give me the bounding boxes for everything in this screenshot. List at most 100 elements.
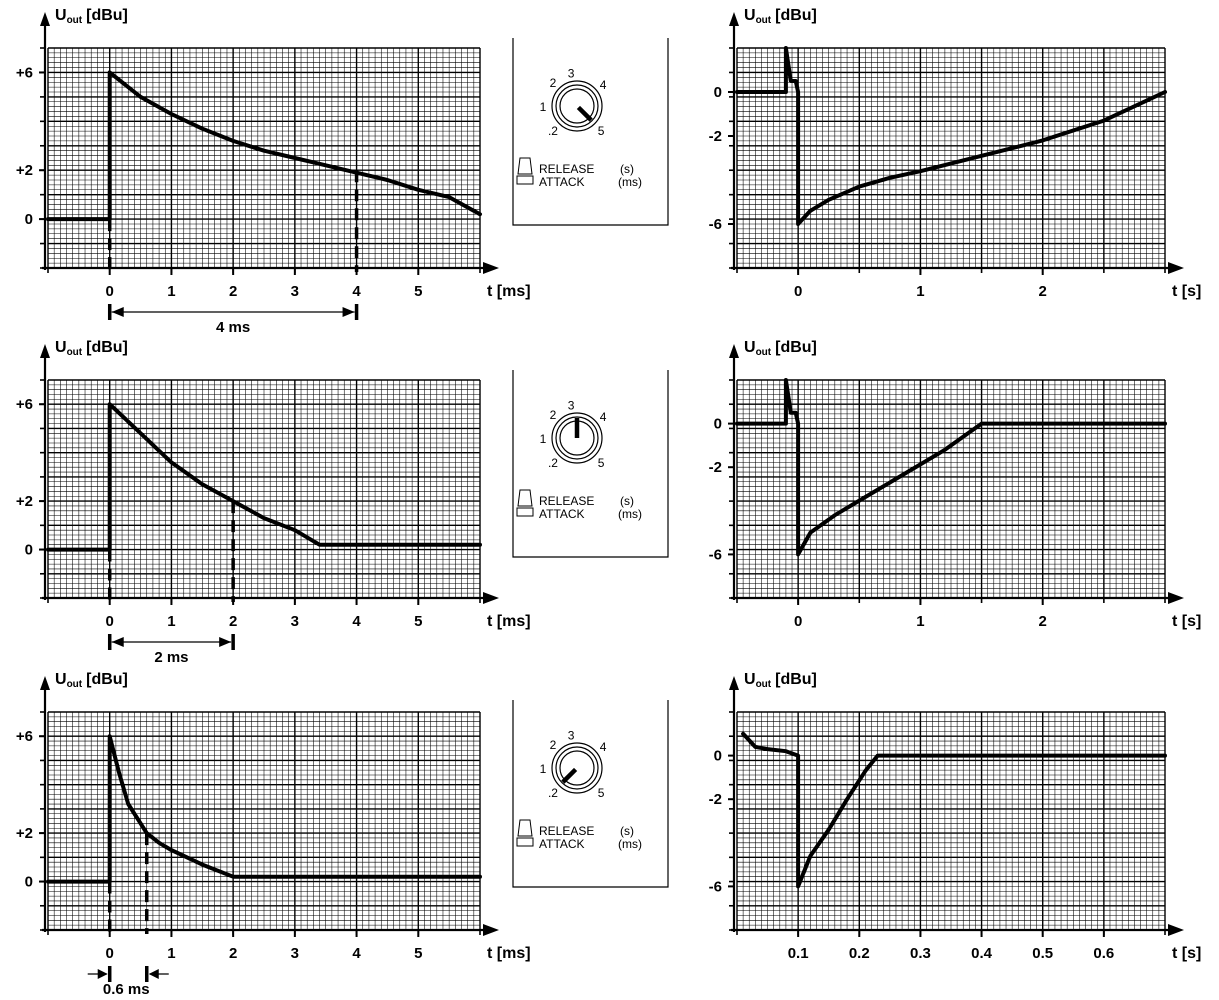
dim-arrow-left (97, 969, 108, 979)
dim-arrow-right (342, 307, 355, 317)
y-axis-label-sub: out (67, 679, 83, 690)
y-tick-label: 0 (714, 748, 722, 765)
attack-label: ATTACK (539, 175, 585, 189)
x-tick-label: 1 (916, 283, 924, 300)
y-axis-label-u: U (55, 671, 67, 688)
x-tick-label: 1 (916, 613, 924, 630)
y-axis-label-unit: [dBu] (775, 7, 817, 24)
y-tick-label: 0 (25, 542, 33, 559)
x-tick-label: 0 (794, 613, 802, 630)
series-line (46, 734, 482, 884)
x-tick-label: 5 (414, 613, 422, 630)
knob-outer-ring (551, 80, 603, 132)
x-tick-label: 0.6 (1093, 945, 1114, 962)
chart-left-bottom: Uout [dBu] t [ms] 0 1 2 3 4 5 +6 +2 0 0.6 ms (16, 671, 531, 998)
y-axis-arrow (729, 676, 739, 690)
grid-major (47, 47, 481, 269)
knob-scale-label: 4 (600, 740, 607, 754)
x-axis-unit-label: t [ms] (487, 613, 531, 630)
knob-inner-ring (559, 750, 595, 786)
y-axis-label-u: U (744, 671, 756, 688)
attack-unit: (ms) (618, 507, 642, 521)
series-line (735, 46, 1167, 226)
x-tick-label: 0 (106, 613, 114, 630)
y-tick-label: -6 (709, 878, 722, 895)
y-axis-arrow (40, 344, 50, 358)
y-tick-label: 0 (25, 874, 33, 891)
x-tick-label: 0 (106, 283, 114, 300)
y-tick-label: -6 (709, 546, 722, 563)
y-axis-label-unit: [dBu] (86, 671, 128, 688)
x-axis-arrow (1168, 592, 1184, 604)
x-tick-label: 5 (414, 283, 422, 300)
x-tick-label: 4 (352, 283, 361, 300)
x-tick-label: 4 (352, 945, 361, 962)
x-tick-label: 0.3 (910, 945, 931, 962)
y-axis-label-sub: out (756, 679, 772, 690)
release-label: RELEASE (539, 494, 594, 508)
knob-scale-label: 5 (598, 124, 605, 138)
knob-middle-ring (555, 746, 599, 790)
x-tick-label: 0.1 (788, 945, 809, 962)
y-axis-label-unit: [dBu] (775, 339, 817, 356)
attack-unit: (ms) (618, 837, 642, 851)
chart-left-top: Uout [dBu] t [ms] 0 1 2 3 4 5 +6 +2 0 4 ms (16, 7, 531, 336)
x-axis-arrow (483, 262, 499, 274)
attack-switch-icon (516, 175, 534, 185)
release-label: RELEASE (539, 162, 594, 176)
knob-inner-ring (559, 88, 595, 124)
y-axis-label-u: U (744, 7, 756, 24)
x-tick-label: 1 (167, 945, 175, 962)
x-tick-label: 3 (291, 613, 299, 630)
release-unit: (s) (620, 494, 634, 508)
knob-outer-ring (551, 412, 603, 464)
y-tick-label: +6 (16, 64, 33, 81)
y-tick-label: +2 (16, 162, 33, 179)
y-axis-label: Uout [dBu] (744, 671, 817, 690)
x-axis-unit-label: t [ms] (487, 283, 531, 300)
series-line (741, 731, 1167, 889)
x-tick-label: 0 (794, 283, 802, 300)
x-axis-arrow (1168, 262, 1184, 274)
knob-scale-label: 4 (600, 410, 607, 424)
y-axis-label-u: U (744, 339, 756, 356)
x-tick-label: 2 (1039, 613, 1047, 630)
x-axis-unit-label: t [s] (1172, 283, 1201, 300)
release-switch-icon (517, 157, 533, 175)
release-switch-icon (517, 819, 533, 837)
y-axis-label: Uout [dBu] (55, 7, 128, 26)
y-tick-label: +2 (16, 493, 33, 510)
y-axis-label-sub: out (67, 15, 83, 26)
y-tick-label: +2 (16, 825, 33, 842)
chart-right-bottom: Uout [dBu] t [s] 0.1 0.2 0.3 0.4 0.5 0.6 0 -2 -6 (709, 671, 1202, 962)
x-tick-label: 1 (167, 283, 175, 300)
y-axis-label-sub: out (756, 15, 772, 26)
x-tick-label: 0.4 (971, 945, 993, 962)
knob-scale-label: 1 (540, 100, 547, 114)
knob-scale-label: 4 (600, 78, 607, 92)
chart-left-middle: Uout [dBu] t [ms] 0 1 2 3 4 5 +6 +2 0 2 ms (16, 339, 531, 666)
dim-arrow-left (111, 307, 124, 317)
x-tick-label: 3 (291, 283, 299, 300)
knob-scale-label: .2 (548, 124, 558, 138)
knob-pointer (576, 105, 593, 122)
y-tick-label: -2 (709, 459, 722, 476)
y-axis-arrow (40, 12, 50, 26)
y-tick-label: 0 (25, 211, 33, 228)
series-line (735, 378, 1167, 557)
knob-scale-label: 5 (598, 456, 605, 470)
knob-pointer (561, 767, 578, 784)
attack-unit: (ms) (618, 175, 642, 189)
attack-switch-icon (516, 507, 534, 517)
y-axis-label: Uout [dBu] (744, 339, 817, 358)
x-tick-label: 1 (167, 613, 175, 630)
release-unit: (s) (620, 824, 634, 838)
y-tick-label: +6 (16, 396, 33, 413)
grid-fine (736, 711, 1166, 931)
y-axis-arrow (40, 676, 50, 690)
dim-arrow-left (111, 637, 124, 647)
y-axis-label-u: U (55, 339, 67, 356)
y-axis-label-unit: [dBu] (86, 339, 128, 356)
